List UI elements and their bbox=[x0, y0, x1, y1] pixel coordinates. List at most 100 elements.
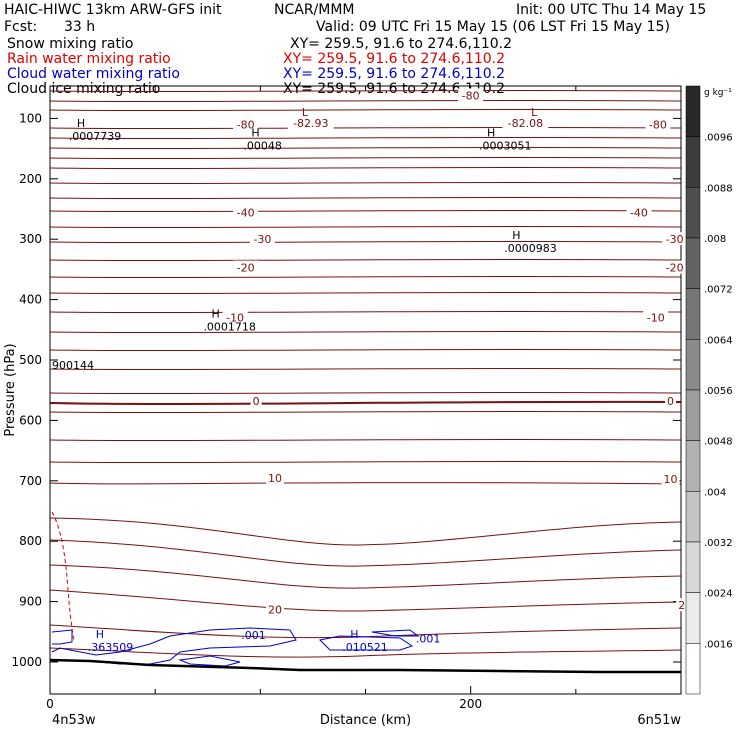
cloud-water-contour bbox=[51, 627, 297, 665]
x-tick-label: 0 bbox=[46, 697, 54, 711]
colorbar-tick-label: .0088 bbox=[704, 183, 733, 194]
field-name-cloud-ice: Cloud ice mixing ratio bbox=[7, 81, 161, 97]
temperature-label: 0 bbox=[667, 395, 674, 408]
temperature-label-bg bbox=[249, 232, 275, 246]
y-tick-label: 600 bbox=[19, 413, 42, 427]
temperature-label-bg bbox=[661, 471, 680, 485]
extremum-marker: H bbox=[350, 628, 358, 641]
temperature-label: -80 bbox=[237, 118, 255, 131]
colorbar-segment bbox=[685, 288, 701, 340]
temperature-contour bbox=[49, 291, 682, 295]
temperature-contour bbox=[49, 240, 682, 244]
temperature-label: -20 bbox=[237, 262, 255, 275]
temperature-contour bbox=[49, 275, 682, 279]
y-tick-label: 500 bbox=[19, 353, 42, 367]
temperature-label-bg bbox=[233, 260, 259, 274]
valid-time: Valid: 09 UTC Fri 15 May 15 (06 LST Fri … bbox=[316, 19, 670, 35]
extremum-value: .0000983 bbox=[504, 242, 557, 255]
temperature-contour bbox=[49, 564, 682, 589]
y-tick-label: 100 bbox=[19, 111, 42, 125]
temperature-label: -82.93 bbox=[293, 117, 328, 130]
temperature-contour bbox=[49, 482, 682, 485]
colorbar-segment bbox=[685, 643, 701, 695]
temperature-label: 10 bbox=[663, 473, 677, 486]
temperature-contour bbox=[49, 136, 682, 140]
temperature-label-bg bbox=[645, 117, 671, 131]
colorbar-segment bbox=[685, 339, 701, 391]
temperature-contour bbox=[49, 310, 682, 314]
extremum-marker: L bbox=[302, 106, 309, 119]
temperature-contour bbox=[49, 367, 682, 371]
temperature-label-bg bbox=[676, 598, 695, 612]
colorbar-tick-label: .0056 bbox=[704, 386, 733, 397]
extremum-marker: H bbox=[77, 117, 85, 130]
temperature-label: -10 bbox=[226, 312, 244, 325]
temperature-contour bbox=[49, 126, 682, 130]
forecast-hour: 33 h bbox=[64, 19, 96, 35]
colorbar-segment bbox=[685, 491, 701, 543]
temperature-label-bg bbox=[250, 394, 262, 408]
field-xy-snow: XY= 259.5, 91.6 to 274.6,110.2 bbox=[290, 36, 513, 52]
temperature-label-bg bbox=[266, 602, 285, 616]
colorbar-tick-label: .0024 bbox=[704, 589, 733, 600]
temperature-label: -82.08 bbox=[508, 117, 543, 130]
colorbar-segment bbox=[685, 187, 701, 239]
terrain-surface-line bbox=[49, 658, 681, 674]
temperature-label-bg bbox=[664, 394, 676, 408]
freezing-level-contour bbox=[49, 400, 682, 405]
extremum-marker: H bbox=[251, 127, 259, 140]
temperature-contour bbox=[49, 589, 682, 612]
temperature-label: -30 bbox=[253, 233, 271, 246]
extremum-value: .363509 bbox=[88, 641, 134, 654]
y-tick-label: 400 bbox=[19, 293, 42, 307]
temperature-label-bg bbox=[233, 117, 259, 131]
temperature-label: -80 bbox=[649, 118, 667, 131]
colorbar-segment bbox=[685, 592, 701, 644]
field-name-snow: Snow mixing ratio bbox=[7, 36, 134, 52]
colorbar-unit: g kg⁻¹ bbox=[704, 88, 732, 98]
extremum-marker: H bbox=[487, 127, 495, 140]
extremum-value: .00048 bbox=[243, 140, 281, 153]
temperature-label: -30 bbox=[666, 233, 684, 246]
temperature-label: 10 bbox=[268, 472, 282, 485]
temperature-label: -40 bbox=[237, 207, 255, 220]
temperature-label-bg bbox=[222, 310, 248, 324]
model-title: HAIC-HIWC 13km ARW-GFS init bbox=[4, 2, 222, 18]
temperature-contour bbox=[49, 146, 682, 150]
temperature-contour bbox=[49, 438, 682, 442]
extremum-value: .001 bbox=[241, 629, 265, 642]
colorbar-tick-label: .0048 bbox=[704, 437, 733, 448]
temperature-label: -20 bbox=[666, 262, 684, 275]
x-tick-label: 200 bbox=[459, 697, 482, 711]
x-endpoint-left: 4n53w bbox=[52, 713, 96, 728]
temperature-contour bbox=[49, 517, 682, 546]
temperature-label-bg bbox=[287, 116, 334, 130]
temperature-label: 0 bbox=[253, 395, 260, 408]
temperature-contour bbox=[49, 624, 682, 639]
temperature-label-bg bbox=[643, 310, 669, 324]
temperature-contour bbox=[49, 539, 682, 567]
x-endpoint-right: 6n51w bbox=[637, 713, 681, 728]
temperature-contour bbox=[49, 410, 682, 414]
temperature-label: 20 bbox=[268, 603, 282, 616]
y-tick-label: 200 bbox=[19, 172, 42, 186]
temperature-label: -40 bbox=[630, 207, 648, 220]
extremum-marker: H bbox=[512, 229, 520, 242]
y-tick-label: 700 bbox=[19, 474, 42, 488]
y-tick-label: 1000 bbox=[11, 655, 42, 669]
field-name-cloud-water: Cloud water mixing ratio bbox=[7, 66, 180, 82]
plot-frame bbox=[49, 85, 682, 695]
cloud-water-contour bbox=[178, 655, 241, 667]
temperature-contour bbox=[49, 209, 682, 213]
temperature-label-bg bbox=[233, 205, 259, 219]
colorbar-tick-label: .008 bbox=[704, 234, 726, 245]
colorbar-tick-label: .0016 bbox=[704, 639, 733, 650]
temperature-contour bbox=[49, 166, 682, 170]
colorbar-tick-label: .004 bbox=[704, 487, 726, 498]
extremum-value: 900144 bbox=[52, 359, 94, 372]
colorbar-segment bbox=[685, 85, 701, 137]
cloud-water-contour bbox=[371, 629, 420, 637]
temperature-label-bg bbox=[662, 232, 688, 246]
